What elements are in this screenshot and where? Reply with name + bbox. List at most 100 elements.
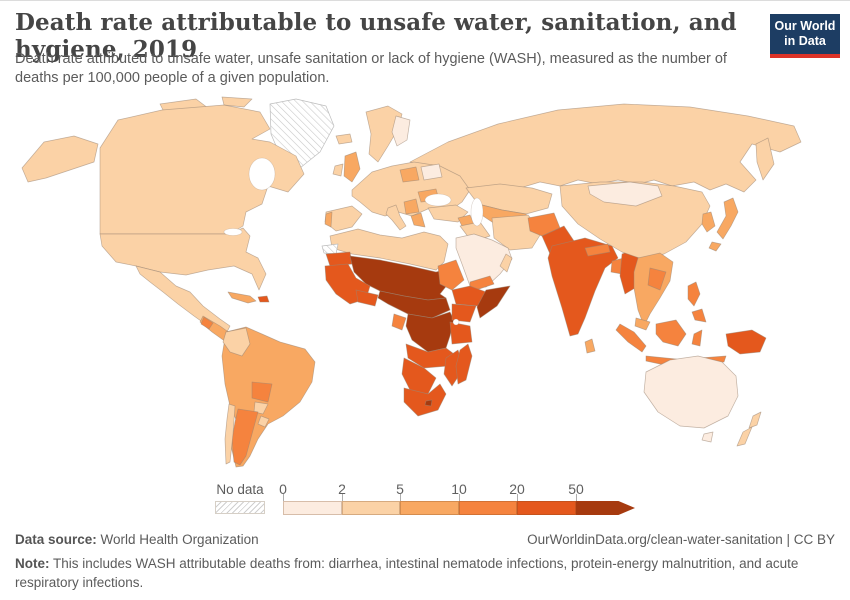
- note-value: This includes WASH attributable deaths f…: [15, 556, 799, 591]
- region-saudi-arabia[interactable]: [455, 233, 513, 288]
- region-finland[interactable]: [391, 115, 411, 147]
- region-haiti[interactable]: [257, 295, 270, 303]
- region-cuba[interactable]: [227, 291, 257, 304]
- region-uruguay[interactable]: [257, 415, 270, 428]
- region-ghana[interactable]: [355, 289, 379, 307]
- region-new-zealand[interactable]: [748, 411, 762, 429]
- attribution-link[interactable]: OurWorldinData.org/clean-water-sanitatio…: [527, 532, 835, 547]
- legend-tickmark: [517, 494, 518, 501]
- legend-tick-20: 20: [509, 481, 525, 497]
- region-australia[interactable]: [643, 355, 739, 429]
- legend-tickmark: [400, 494, 401, 501]
- region-korea[interactable]: [701, 211, 716, 233]
- no-data-swatch[interactable]: [215, 501, 265, 514]
- region-ireland[interactable]: [332, 163, 344, 177]
- region-papua-new-guinea[interactable]: [725, 329, 767, 355]
- region-united-states[interactable]: [99, 227, 267, 291]
- region-canada[interactable]: [99, 104, 305, 235]
- no-data-label: No data: [216, 482, 264, 497]
- region-gabon[interactable]: [391, 313, 407, 331]
- region-madagascar[interactable]: [455, 343, 473, 385]
- region-sudan[interactable]: [437, 259, 465, 291]
- region-bolivia[interactable]: [251, 381, 273, 403]
- region-oman[interactable]: [499, 253, 513, 273]
- region-belarus[interactable]: [420, 163, 443, 181]
- region-argentina[interactable]: [231, 408, 259, 466]
- legend-tick-5: 5: [396, 481, 404, 497]
- caspian-sea: [470, 197, 484, 227]
- region-mongolia[interactable]: [587, 181, 663, 207]
- hudson-bay: [248, 157, 276, 191]
- region-colombia[interactable]: [222, 327, 251, 357]
- region-malaysia[interactable]: [634, 317, 651, 331]
- region-lesotho[interactable]: [424, 399, 433, 407]
- region-poland[interactable]: [399, 166, 420, 183]
- region-somalia[interactable]: [476, 285, 511, 319]
- region-tasmania[interactable]: [701, 431, 714, 443]
- owid-logo-line2: in Data: [784, 34, 826, 48]
- region-nepal[interactable]: [584, 243, 611, 257]
- region-iceland[interactable]: [335, 133, 353, 145]
- legend-tickmark: [576, 494, 577, 501]
- legend-bin-2-5[interactable]: [342, 501, 400, 515]
- legend-tickmark: [342, 494, 343, 501]
- region-japan[interactable]: [716, 197, 739, 240]
- choropleth-svg: [21, 96, 802, 468]
- legend-bin-0-2[interactable]: [283, 501, 342, 515]
- region-north-africa[interactable]: [329, 228, 449, 271]
- legend-bin-20-50[interactable]: [517, 501, 576, 515]
- region-united-kingdom[interactable]: [343, 151, 361, 183]
- region-yemen[interactable]: [469, 275, 495, 291]
- legend-tick-2: 2: [338, 481, 346, 497]
- region-japan[interactable]: [708, 241, 722, 252]
- region-russia[interactable]: [409, 103, 802, 193]
- chart-subtitle: Death rate attributed to unsafe water, u…: [15, 51, 727, 87]
- legend-bin-5-10[interactable]: [400, 501, 459, 515]
- region-portugal[interactable]: [324, 211, 333, 228]
- note-line: Note: This includes WASH attributable de…: [15, 554, 827, 592]
- region-tanzania[interactable]: [449, 321, 473, 345]
- region-scandinavia[interactable]: [365, 105, 403, 163]
- region-chile[interactable]: [224, 403, 236, 465]
- region-philippines[interactable]: [691, 308, 707, 323]
- region-china[interactable]: [559, 181, 711, 260]
- black-sea: [424, 193, 452, 207]
- region-laos-cambodia[interactable]: [647, 267, 667, 291]
- region-philippines[interactable]: [687, 281, 701, 307]
- world-map: [0, 96, 850, 476]
- data-source-line: Data source: World Health Organization: [15, 532, 259, 547]
- region-south-africa[interactable]: [403, 383, 447, 417]
- note-label: Note:: [15, 556, 50, 571]
- region-kamchatka[interactable]: [755, 137, 775, 181]
- legend-tickmark: [459, 494, 460, 501]
- legend-bin-50-plus-arrow[interactable]: [576, 501, 635, 515]
- region-balkans[interactable]: [403, 198, 420, 215]
- great-lakes: [223, 228, 243, 236]
- owid-logo-line1: Our World: [774, 19, 836, 33]
- region-western-sahara[interactable]: [321, 243, 339, 255]
- region-new-zealand[interactable]: [736, 426, 753, 447]
- region-paraguay[interactable]: [253, 401, 269, 415]
- region-alaska[interactable]: [21, 135, 99, 183]
- region-kenya-uganda[interactable]: [451, 303, 477, 323]
- region-southeast-asia[interactable]: [633, 252, 674, 327]
- region-arctic-islands[interactable]: [221, 96, 253, 108]
- region-borneo[interactable]: [655, 319, 687, 347]
- page-title: Death rate attributable to unsafe water,…: [15, 9, 737, 63]
- data-source-label: Data source:: [15, 532, 97, 547]
- region-indonesia[interactable]: [615, 323, 647, 353]
- region-guatemala[interactable]: [200, 316, 214, 330]
- map-legend: No data 0 2 5 10 20 50: [0, 479, 850, 521]
- region-sri-lanka[interactable]: [584, 338, 596, 354]
- owid-logo[interactable]: Our World in Data: [770, 14, 840, 54]
- region-nigeria-central-africa[interactable]: [377, 290, 451, 319]
- legend-tickmark: [283, 494, 284, 501]
- legend-tick-50: 50: [568, 481, 584, 497]
- region-indonesia[interactable]: [691, 329, 703, 347]
- legend-bin-10-20[interactable]: [459, 501, 517, 515]
- data-source-value: World Health Organization: [96, 532, 259, 547]
- region-dr-congo[interactable]: [405, 311, 455, 353]
- region-greece[interactable]: [410, 212, 426, 228]
- region-italy[interactable]: [385, 204, 407, 231]
